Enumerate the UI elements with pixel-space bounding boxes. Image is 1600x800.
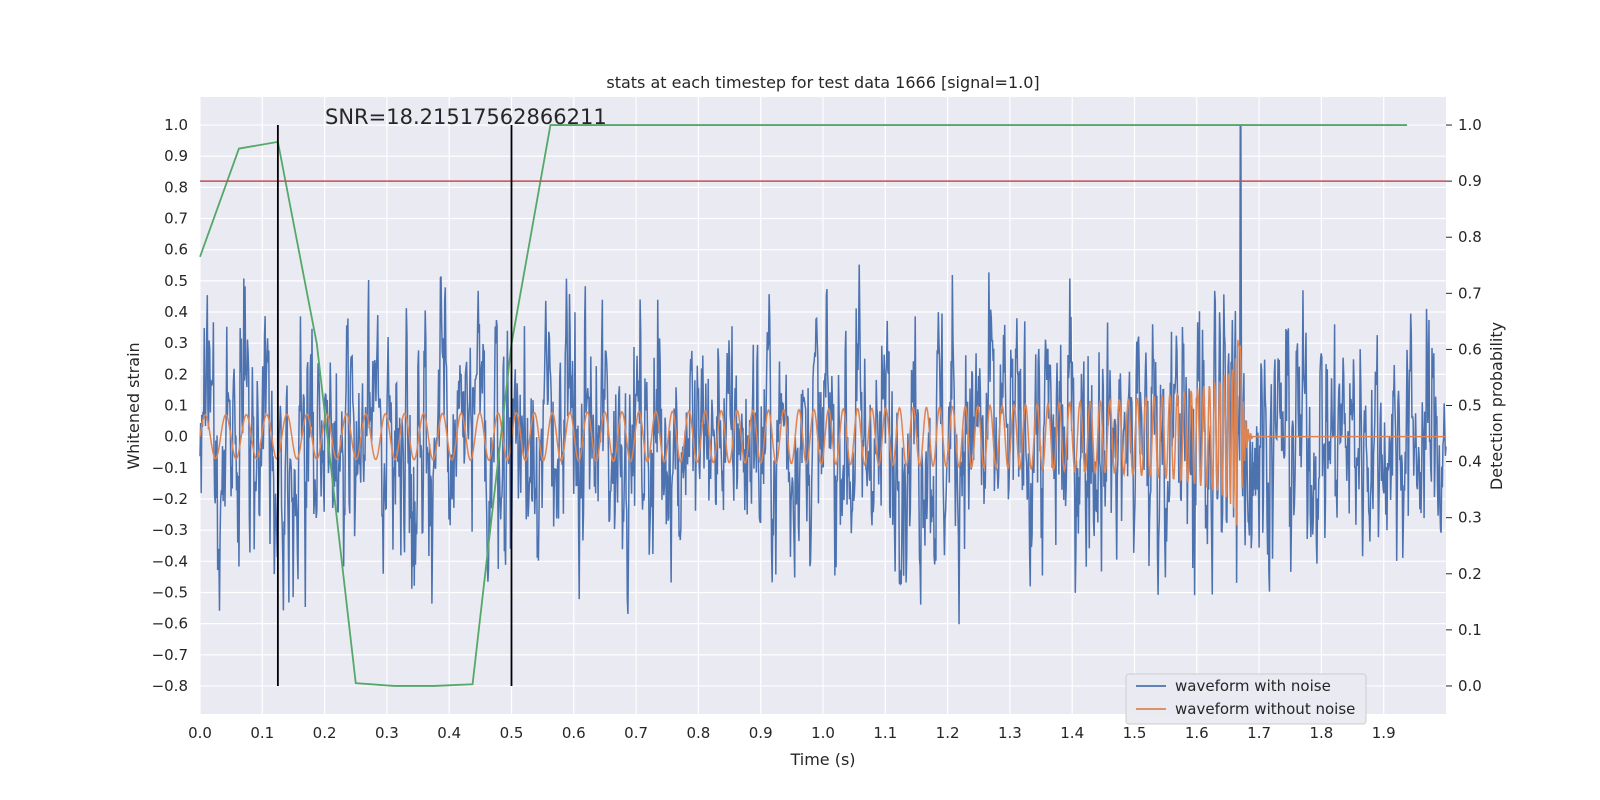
y-tick-label: 0.5 [164,272,188,290]
legend: waveform with noise waveform without noi… [1125,673,1367,725]
y2-tick-label: 1.0 [1458,116,1482,134]
y-axis-label: Whitened strain [124,342,143,469]
x-axis-label: Time (s) [789,750,855,769]
line-waveform-with-noise [199,124,1447,625]
x-tick-label: 1.4 [1060,724,1084,742]
legend-box [1125,673,1367,725]
y-tick-label: −0.2 [152,490,188,508]
grid [199,97,1446,714]
y2-tick-label: 0.8 [1458,228,1482,246]
y-axis-ticks: −0.8 −0.7 −0.6 −0.5 −0.4 −0.3 −0.2 −0.1 0.0 0.1 0.… [152,116,188,695]
snr-annotation: SNR=18.21517562866211 [325,105,607,129]
x-tick-label: 1.6 [1185,724,1209,742]
y2-tick-label: 0.0 [1458,677,1482,695]
y-tick-label: 0.8 [164,178,188,196]
y2-tick-label: 0.6 [1458,340,1482,358]
legend-label-clean: waveform without noise [1175,700,1355,718]
detection-probability-series [199,124,1408,687]
y2-tick-label: 0.1 [1458,621,1482,639]
x-tick-label: 0.5 [500,724,524,742]
legend-label-noisy: waveform with noise [1175,677,1331,695]
x-tick-label: 1.3 [998,724,1022,742]
y-tick-label: 0.4 [164,303,188,321]
y2-tick-label: 0.5 [1458,397,1482,415]
x-tick-label: 1.5 [1123,724,1147,742]
y-tick-label: −0.6 [152,615,188,633]
x-tick-label: 0.7 [624,724,648,742]
waveform-with-noise-series [199,124,1447,625]
x-tick-label: 1.1 [873,724,897,742]
y-tick-label: −0.4 [152,552,188,570]
y2-tick-label: 0.3 [1458,509,1482,527]
waveform-without-noise-series [199,339,1446,526]
x-tick-label: 0.8 [686,724,710,742]
y-tick-label: −0.1 [152,459,188,477]
x-tick-label: 1.9 [1372,724,1396,742]
line-waveform-without-noise [199,339,1446,526]
x-tick-label: 1.7 [1247,724,1271,742]
x-tick-label: 0.3 [375,724,399,742]
y-tick-label: 0.3 [164,334,188,352]
x-tick-label: 0.0 [188,724,212,742]
y-tick-label: 0.7 [164,210,188,228]
vertical-markers [276,125,513,686]
y-tick-label: 0.0 [164,428,188,446]
x-tick-label: 0.4 [437,724,461,742]
y2-tick-label: 0.7 [1458,284,1482,302]
chart-title: stats at each timestep for test data 166… [606,73,1039,92]
x-tick-label: 1.0 [811,724,835,742]
x-axis-ticks: 0.0 0.1 0.2 0.3 0.4 0.5 0.6 0.7 0.8 0.9 1.0 1.1 1.2 1… [188,724,1396,742]
y-tick-label: −0.3 [152,521,188,539]
y-tick-label: −0.5 [152,583,188,601]
x-tick-label: 0.6 [562,724,586,742]
y-tick-label: 0.2 [164,365,188,383]
y2-axis-ticks: 0.0 0.1 0.2 0.3 0.4 0.5 0.6 0.7 0.8 0.9 1.0 [1446,116,1482,695]
y-tick-label: 0.6 [164,241,188,259]
y2-axis-label: Detection probability [1487,322,1506,490]
y-tick-label: −0.8 [152,677,188,695]
y-tick-label: −0.7 [152,646,188,664]
x-tick-label: 1.8 [1309,724,1333,742]
y2-tick-label: 0.2 [1458,565,1482,583]
y-tick-label: 1.0 [164,116,188,134]
y-tick-label: 0.1 [164,397,188,415]
x-tick-label: 0.9 [749,724,773,742]
x-tick-label: 1.2 [936,724,960,742]
x-tick-label: 0.1 [250,724,274,742]
y2-tick-label: 0.9 [1458,172,1482,190]
x-tick-label: 0.2 [313,724,337,742]
y-tick-label: 0.9 [164,147,188,165]
line-detection-probability [199,124,1408,687]
y2-tick-label: 0.4 [1458,453,1482,471]
